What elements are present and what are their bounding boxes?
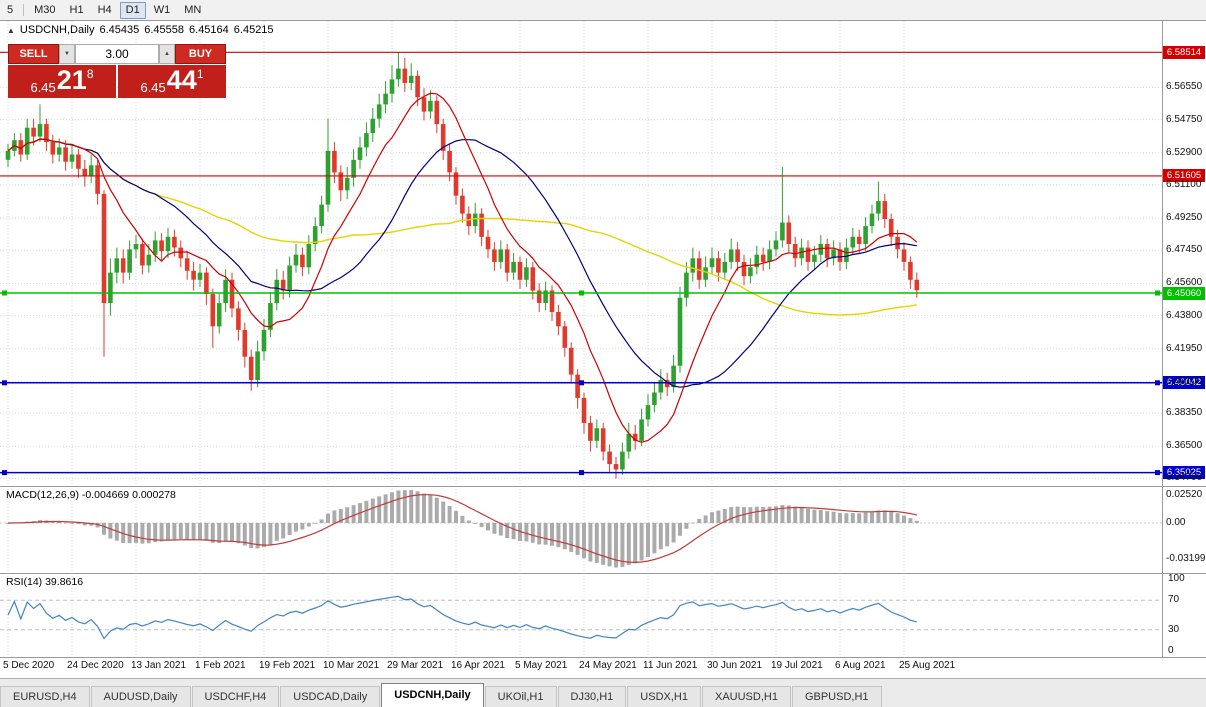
sell-price-main: 6.45	[30, 80, 56, 95]
date-axis-label: 19 Jul 2021	[771, 660, 823, 671]
date-axis-label: 13 Jan 2021	[131, 660, 187, 671]
timeframe-button-d1[interactable]: D1	[119, 1, 146, 19]
chart-tab-xauusd-h1[interactable]: XAUUSD,H1	[701, 686, 791, 707]
timeframe-button-w1[interactable]: W1	[153, 3, 171, 16]
chart-tab-audusd-daily[interactable]: AUDUSD,Daily	[90, 686, 191, 707]
timeframe-toolbar[interactable]: 5 M30 H1 H4 D1 W1 MN	[0, 0, 1206, 21]
chart-title: ▲ USDCNH,Daily 6.45435 6.45558 6.45164 6.4521…	[7, 24, 279, 36]
date-axis-label: 5 May 2021	[515, 660, 568, 671]
date-axis-label: 10 Mar 2021	[323, 660, 380, 671]
timeframe-button-5[interactable]: 5	[7, 3, 14, 16]
volume-down-button[interactable]: ▼	[59, 44, 75, 64]
date-axis-label: 24 Dec 2020	[67, 660, 124, 671]
macd-indicator-label: MACD(12,26,9) -0.004669 0.000278	[6, 489, 176, 501]
ohlc-high: 6.45558	[144, 24, 185, 36]
date-axis-label: 5 Dec 2020	[3, 660, 55, 671]
sell-button[interactable]: SELL	[8, 44, 59, 64]
buy-price-big: 44	[166, 65, 197, 95]
date-axis-label: 29 Mar 2021	[387, 660, 444, 671]
chart-tab-usdcad-daily[interactable]: USDCAD,Daily	[280, 686, 381, 707]
chart-tab-ukoil-h1[interactable]: UKOil,H1	[484, 686, 557, 707]
volume-input[interactable]: 3.00	[75, 44, 159, 64]
sell-price-pip: 8	[86, 67, 94, 81]
sell-price-big: 21	[56, 65, 87, 95]
ohlc-low: 6.45164	[189, 24, 229, 36]
toolbar-separator	[23, 4, 25, 16]
date-axis-label: 25 Aug 2021	[899, 660, 956, 671]
chart-canvas[interactable]	[0, 0, 1206, 676]
chart-tab-usdchf-h4[interactable]: USDCHF,H4	[191, 686, 280, 707]
chart-tab-bar: EURUSD,H4 AUDUSD,Daily USDCHF,H4 USDCAD,Dai…	[0, 678, 1206, 707]
date-axis-label: 6 Aug 2021	[835, 660, 886, 671]
chart-tab-eurusd-h4[interactable]: EURUSD,H4	[0, 686, 90, 707]
chart-tab-usdcnh-daily[interactable]: USDCNH,Daily	[381, 683, 484, 707]
ohlc-close: 6.45215	[233, 24, 274, 36]
chart-tab-dj30-h1[interactable]: DJ30,H1	[557, 686, 627, 707]
buy-price-main: 6.45	[140, 80, 166, 95]
buy-price-display[interactable]: 6.45 44 1	[118, 65, 226, 98]
sell-price-display[interactable]: 6.45 21 8	[8, 65, 116, 98]
date-axis-label: 24 May 2021	[579, 660, 637, 671]
timeframe-button-h4[interactable]: H4	[97, 3, 112, 16]
date-axis-label: 30 Jun 2021	[707, 660, 763, 671]
chart-tab-usdx-h1[interactable]: USDX,H1	[627, 686, 701, 707]
buy-price-pip: 1	[196, 67, 204, 81]
chart-symbol-label: USDCNH,Daily	[19, 24, 95, 36]
date-axis-label: 11 Jun 2021	[643, 660, 698, 671]
timeframe-button-mn[interactable]: MN	[184, 3, 202, 16]
chart-tab-gbpusd-h1[interactable]: GBPUSD,H1	[791, 686, 882, 707]
rsi-indicator-label: RSI(14) 39.8616	[6, 576, 84, 588]
date-axis-label: 1 Feb 2021	[195, 660, 246, 671]
timeframe-button-h1[interactable]: H1	[69, 3, 84, 16]
date-axis-label: 19 Feb 2021	[259, 660, 316, 671]
one-click-trading-panel: SELL ▼ 3.00 ▲ BUY 6.45 21 8 6.45 44 1	[8, 44, 226, 98]
timeframe-button-m30[interactable]: M30	[34, 3, 56, 16]
volume-up-button[interactable]: ▲	[159, 44, 175, 64]
buy-button[interactable]: BUY	[175, 44, 226, 64]
one-click-collapse-icon[interactable]: ▲	[7, 26, 15, 35]
date-axis-label: 16 Apr 2021	[451, 660, 505, 671]
ohlc-open: 6.45435	[99, 24, 140, 36]
